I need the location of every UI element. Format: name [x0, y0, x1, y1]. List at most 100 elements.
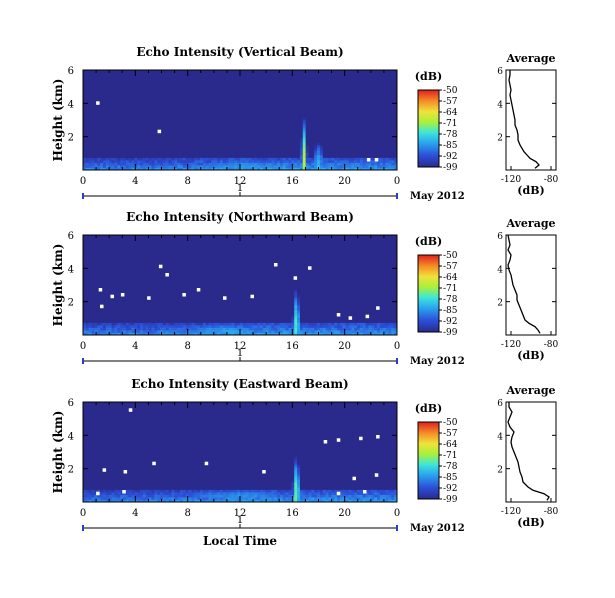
heatmap-cell: [231, 97, 235, 101]
heatmap-cell: [160, 107, 164, 111]
heatmap-cell: [299, 92, 304, 96]
heatmap-cell: [274, 135, 278, 138]
heatmap-cell: [379, 162, 384, 166]
heatmap-cell: [262, 82, 267, 86]
heatmap-cell: [131, 135, 135, 138]
heatmap-cell: [251, 132, 255, 136]
heatmap-cell: [285, 102, 289, 106]
heatmap-cell: [85, 122, 90, 126]
heatmap-cell: [88, 165, 92, 168]
heatmap-cell: [314, 162, 318, 166]
heatmap-cell: [97, 247, 101, 251]
heatmap-cell: [274, 80, 278, 83]
heatmap-cell: [105, 245, 110, 248]
heatmap-cell: [368, 70, 372, 73]
heatmap-cell: [222, 162, 227, 166]
heatmap-cell: [105, 117, 110, 121]
heatmap-cell: [114, 105, 118, 108]
heatmap-cell: [185, 75, 190, 78]
heatmap-cell: [391, 97, 395, 101]
heatmap-cell: [134, 75, 138, 78]
heatmap-cell: [394, 137, 398, 141]
heatmap-cell: [279, 165, 284, 168]
heatmap-cell: [362, 140, 366, 143]
heatmap-cell: [125, 72, 130, 76]
heatmap-cell: [302, 147, 307, 151]
heatmap-cell: [257, 95, 261, 98]
x-tick-label: 16: [286, 176, 299, 187]
heatmap-cell: [220, 85, 224, 88]
heatmap-cell: [242, 85, 247, 88]
heatmap-cell: [200, 157, 204, 161]
heatmap-cell: [354, 75, 358, 78]
heatmap-cell: [102, 127, 107, 131]
heatmap-cell: [225, 77, 229, 81]
heatmap-cell: [162, 132, 167, 136]
heatmap-cell: [322, 102, 327, 106]
heatmap-cell: [145, 137, 150, 141]
heatmap-cell: [117, 90, 121, 93]
heatmap-cell: [185, 117, 190, 121]
heatmap-cell: [257, 92, 261, 96]
heatmap-cell: [362, 122, 366, 126]
heatmap-cell: [308, 115, 312, 118]
heatmap-cell: [254, 110, 258, 113]
heatmap-cell: [160, 80, 164, 83]
heatmap-cell: [102, 267, 107, 271]
heatmap-cell: [231, 125, 235, 128]
heatmap-cell: [254, 122, 258, 126]
heatmap-cell: [211, 105, 215, 108]
heatmap-cell: [299, 142, 304, 146]
heatmap-cell: [342, 132, 347, 136]
heatmap-cell: [154, 80, 158, 83]
heatmap-cell: [279, 137, 284, 141]
heatmap-cell: [377, 102, 381, 106]
heatmap-cell: [94, 242, 98, 246]
heatmap-cell: [334, 160, 338, 163]
heatmap-cell: [217, 150, 221, 153]
heatmap-cell: [377, 82, 381, 86]
heatmap-cell: [85, 290, 90, 293]
heatmap-cell: [305, 72, 309, 76]
heatmap-cell: [151, 112, 155, 116]
heatmap-cell: [302, 165, 307, 168]
heatmap-cell: [240, 112, 244, 116]
heatmap-cell: [214, 142, 218, 146]
heatmap-cell: [171, 127, 175, 131]
heatmap-cell: [288, 82, 292, 86]
heatmap-cell: [231, 87, 235, 91]
heatmap-cell: [185, 112, 190, 116]
heatmap-cell: [354, 127, 358, 131]
heatmap-cell: [240, 70, 244, 73]
heatmap-cell: [111, 265, 115, 268]
heatmap-cell: [348, 125, 352, 128]
heatmap-cell: [180, 157, 184, 161]
heatmap-cell: [102, 312, 107, 316]
x-tick-label: 0: [394, 176, 400, 187]
heatmap-cell: [214, 97, 218, 101]
heatmap-cell: [371, 77, 375, 81]
heatmap-cell: [171, 77, 175, 81]
heatmap-cell: [148, 162, 152, 166]
heatmap-cell: [211, 112, 215, 116]
heatmap-cell: [108, 102, 112, 106]
heatmap-cell: [368, 110, 372, 113]
heatmap-cell: [180, 100, 184, 103]
heatmap-cell: [365, 100, 369, 103]
heatmap-cell: [83, 140, 87, 143]
heatmap-cell: [322, 92, 327, 96]
y-tick-label: 4: [68, 99, 74, 110]
heatmap-cell: [105, 162, 110, 166]
heatmap-cell: [297, 82, 301, 86]
heatmap-cell: [308, 75, 312, 78]
heatmap-cell: [114, 112, 118, 116]
heatmap-cell: [197, 135, 201, 138]
heatmap-cell: [302, 102, 307, 106]
heatmap-cell: [328, 72, 332, 76]
heatmap-cell: [94, 297, 98, 301]
heatmap-cell: [305, 90, 309, 93]
heatmap-cell: [362, 152, 366, 156]
heatmap-cell: [148, 120, 152, 123]
heatmap-cell: [140, 92, 144, 96]
heatmap-cell: [302, 80, 307, 83]
